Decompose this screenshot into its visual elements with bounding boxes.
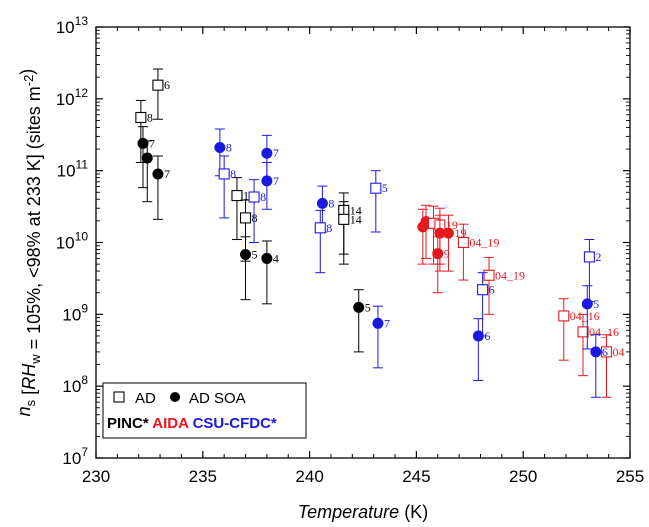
data-point-label: 8 [226,141,232,155]
data-point-square [248,191,260,203]
data-point-circle [316,197,328,209]
data-point-label: 14 [350,212,362,226]
data-point-circle [152,168,164,180]
data-point-label: 5 [593,297,599,311]
data-point-circle [214,142,226,154]
data-point-label: 7 [164,167,170,181]
data-point-square [600,346,613,358]
y-tick-label: 1011 [57,158,89,181]
data-point-label: 6 [484,329,490,343]
x-tick-label: 230 [82,467,110,486]
y-axis-title: ns [RHw = 105%, <98% at 233 K] (sites m-… [14,69,44,417]
x-tick-label: 240 [295,467,323,486]
data-point-circle [137,137,149,149]
data-point-label: 8 [230,167,236,181]
data-point-label: 1 [243,189,249,203]
y-tick-label: 107 [62,445,88,468]
data-point-circle [472,330,484,342]
data-point-label: 7 [273,174,279,188]
data-point-square [477,284,489,296]
legend-label-ad: AD [135,390,156,407]
data-point-label: 14 [350,203,362,217]
legend-square-marker [113,391,125,403]
y-tick-label: 1010 [56,230,89,253]
data-point-label: 6 [602,345,608,359]
data-point-label: 5 [252,248,258,262]
data-point-label: 04_16 [570,309,600,323]
data-point-square [314,222,326,234]
data-point-circle [261,175,273,187]
data-point-circle [240,249,252,261]
data-point-label: 5 [365,300,371,314]
y-tick-label: 1012 [56,86,89,109]
data-point-circle [372,317,384,329]
x-tick-label: 245 [402,467,430,486]
data-point-square [239,212,252,224]
data-point-label: 6 [164,78,170,92]
data-point-circle [590,346,602,358]
legend-instrument-2: CSU-CFDC* [188,415,276,432]
data-point-label: 8 [326,221,332,235]
data-point-square [558,310,570,322]
data-point-label: 8 [328,196,334,210]
y-tick-label: 108 [62,373,88,396]
legend-label-ad-soa: AD SOA [189,390,246,407]
y-tick-label: 1013 [56,14,89,37]
data-point-label: 04_19 [469,236,499,250]
data-point-label: 7 [273,146,279,160]
data-point-square [483,269,495,281]
data-point-label: 04 [613,345,625,359]
x-tick-label: 235 [189,467,217,486]
x-axis-title: Temperature (K) [298,502,428,522]
data-point-circle [581,298,593,310]
data-point-label: 04_16 [589,325,619,339]
data-point-square [218,168,230,180]
x-tick-label: 255 [616,467,644,486]
data-point-circle [353,301,365,313]
legend-circle-marker [170,392,180,402]
data-point-square [135,111,147,124]
data-point-circle [261,147,273,159]
data-point-square [152,79,164,91]
data-point-label: 8 [260,190,266,204]
data-point-circle [432,248,444,260]
data-point-label: 04_19 [495,268,525,282]
data-point-label: 7 [149,136,155,150]
data-point-label: 8 [147,110,153,124]
data-point-label: 4 [273,251,279,265]
axes-frame: 230 235 240 245 250 2551071081091010101110121… [56,14,644,486]
data-points-layer: 86771814145451919904_1904_1904_1604_1604… [135,68,625,398]
data-point-label: 2 [595,250,601,264]
data-point-label: 9 [444,247,450,261]
data-point-square [583,251,595,263]
data-point-label: 5 [382,181,388,195]
data-point-circle [261,252,273,264]
data-point-circle [141,152,153,164]
data-point-square [577,326,589,338]
data-point-square [370,182,382,194]
y-tick-label: 109 [62,301,88,324]
legend-instruments: PINC* AIDA CSU-CFDC* [107,415,277,432]
data-point-circle [442,227,454,239]
x-tick-label: 250 [509,467,537,486]
data-point-square [231,190,243,202]
legend-instrument-0: PINC* [107,415,149,432]
data-point-square [338,213,350,225]
legend: AD AD SOA PINC* AIDA CSU-CFDC* [102,382,307,439]
data-point-label: 7 [384,316,390,330]
data-point-label: 6 [489,283,495,297]
data-point-square [457,236,469,249]
legend-instrument-1: AIDA [149,415,189,432]
legend-box [102,382,307,439]
